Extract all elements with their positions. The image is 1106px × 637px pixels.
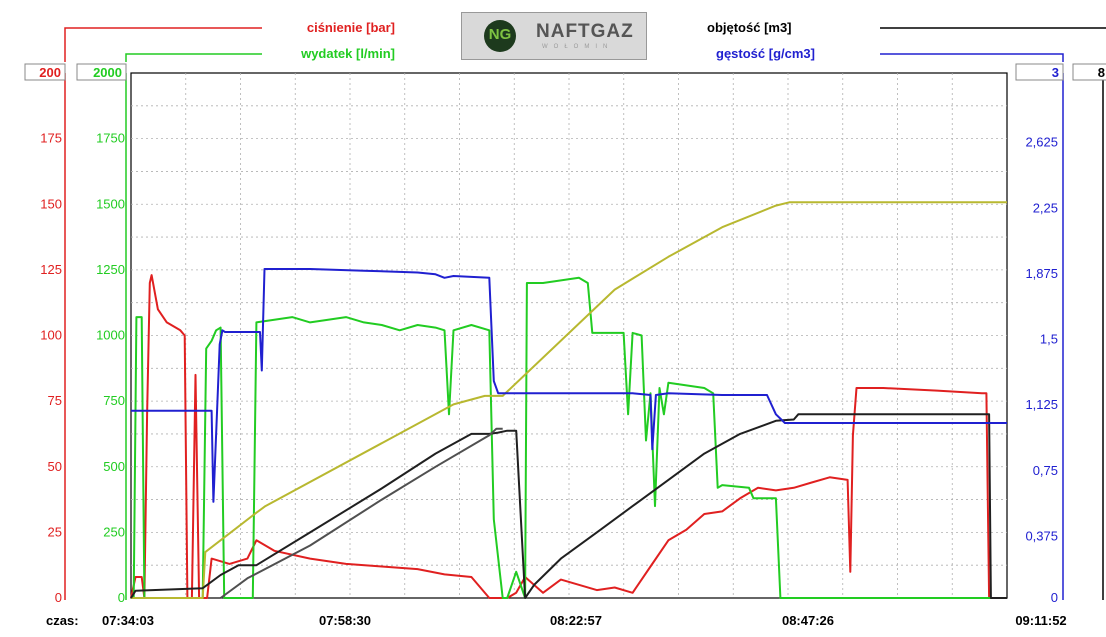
density-tick-label: 0,375	[1025, 528, 1058, 543]
time-tick-label: 09:11:52	[1015, 613, 1066, 628]
pressure-tick-label: 25	[48, 524, 62, 539]
pressure-tick-label: 100	[40, 328, 62, 343]
series-line-gęstość-g-cm3	[131, 268, 1007, 503]
logo-mark-icon: NG	[484, 20, 516, 52]
pressure-label-connector	[64, 27, 262, 62]
density-label-connector	[880, 53, 1064, 62]
flow-axis-label: wydatek [l/min]	[300, 46, 395, 61]
time-tick-label: 08:22:57	[550, 613, 602, 628]
flow-tick-label: 750	[103, 393, 125, 408]
density-tick-label: 1,875	[1025, 266, 1058, 281]
logo-subtitle: WOŁOMIN	[542, 44, 614, 50]
pressure-axis-label: ciśnienie [bar]	[307, 20, 395, 35]
time-axis-label: czas:	[46, 613, 79, 628]
series-line-objętość-2-m3	[220, 427, 503, 599]
density-tick-label: 0,75	[1033, 463, 1058, 478]
pressure-tick-label: 125	[40, 262, 62, 277]
flow-tick-label: 1250	[96, 262, 125, 277]
time-tick-label: 07:58:30	[319, 613, 371, 628]
flow-tick-label: 1500	[96, 196, 125, 211]
flow-tick-label: 500	[103, 459, 125, 474]
time-tick-label: 08:47:26	[782, 613, 834, 628]
pressure-tick-label: 150	[40, 196, 62, 211]
density-tick-label: 0	[1051, 590, 1058, 605]
flow-tick-label: 1750	[96, 131, 125, 146]
density-max-label-box	[1015, 63, 1064, 81]
series-line-ciśnienie-bar	[130, 274, 1007, 599]
flow-tick-label: 0	[118, 590, 125, 605]
series-line-objętość-m3	[130, 413, 1007, 599]
pressure-max-label-box	[24, 63, 66, 81]
density-tick-label: 2,25	[1033, 200, 1058, 215]
naftgaz-logo: NG NAFTGAZ WOŁOMIN	[461, 12, 647, 60]
density-axis-label: gęstość [g/cm3]	[716, 46, 815, 61]
pressure-max-label: 200	[39, 65, 61, 80]
pressure-tick-label: 0	[55, 590, 62, 605]
pressure-tick-label: 175	[40, 131, 62, 146]
flow-label-connector	[125, 53, 262, 62]
volume-max-label: 8	[1098, 65, 1105, 80]
series-line-wydatek-l-min	[131, 276, 1007, 599]
logo-name: NAFTGAZ	[536, 21, 634, 42]
pressure-tick-label: 75	[48, 393, 62, 408]
flow-tick-label: 1000	[96, 328, 125, 343]
volume-max-label-box	[1072, 63, 1106, 81]
density-tick-label: 2,625	[1025, 135, 1058, 150]
density-tick-label: 1,125	[1025, 397, 1058, 412]
series-line-objętość-m3	[131, 201, 1007, 599]
volume-axis-label: objętość [m3]	[707, 20, 792, 35]
flow-max-label-box	[76, 63, 127, 81]
flow-max-label: 2000	[93, 65, 122, 80]
time-tick-label: 07:34:03	[102, 613, 154, 628]
density-tick-label: 1,5	[1040, 332, 1058, 347]
pressure-tick-label: 50	[48, 459, 62, 474]
flow-tick-label: 250	[103, 524, 125, 539]
density-max-label: 3	[1052, 65, 1059, 80]
